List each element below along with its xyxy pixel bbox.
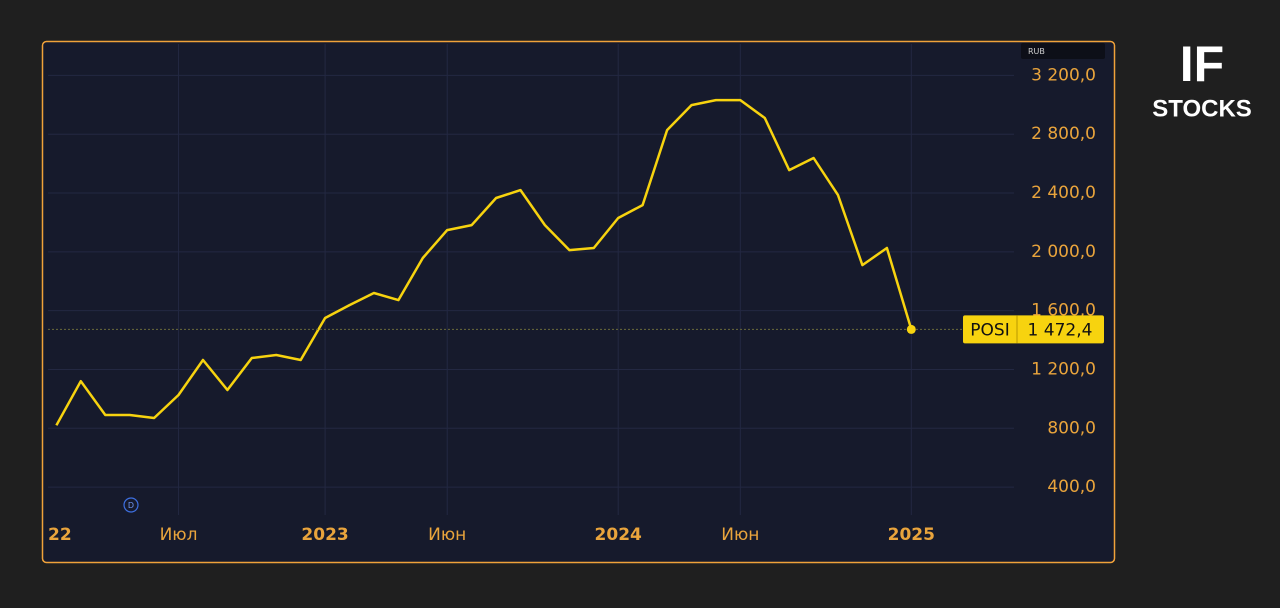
y-tick-label: 3 200,0 <box>1031 65 1096 85</box>
logo-title: IF <box>1180 36 1224 92</box>
event-marker <box>123 497 139 513</box>
y-tick-label: 400,0 <box>1047 477 1096 497</box>
y-tick-label: 2 800,0 <box>1031 124 1096 144</box>
x-tick-label: 22 <box>48 525 72 545</box>
value-label: 1 472,4 <box>1028 320 1093 340</box>
x-tick-label: 2024 <box>595 525 642 545</box>
x-tick-label: 2023 <box>301 525 348 545</box>
price-line <box>55 98 913 426</box>
y-tick-label: 800,0 <box>1047 418 1096 438</box>
chart-panel <box>41 40 1116 564</box>
event-marker-text: D <box>128 501 134 510</box>
currency-box <box>1021 43 1105 59</box>
currency-label: RUB <box>1028 47 1045 56</box>
logo-subtitle: STOCKS <box>1152 95 1252 122</box>
legend-label: POSI <box>970 320 1009 340</box>
x-tick-label: 2025 <box>888 525 935 545</box>
x-tick-label: Июн <box>721 525 759 545</box>
y-tick-label: 1 200,0 <box>1031 359 1096 379</box>
x-tick-label: Июл <box>160 525 198 545</box>
y-tick-label: 2 400,0 <box>1031 183 1096 203</box>
price-tag <box>963 315 1104 344</box>
last-price-dot <box>906 324 916 334</box>
x-tick-label: Июн <box>428 525 466 545</box>
y-tick-label: 2 000,0 <box>1031 242 1096 262</box>
